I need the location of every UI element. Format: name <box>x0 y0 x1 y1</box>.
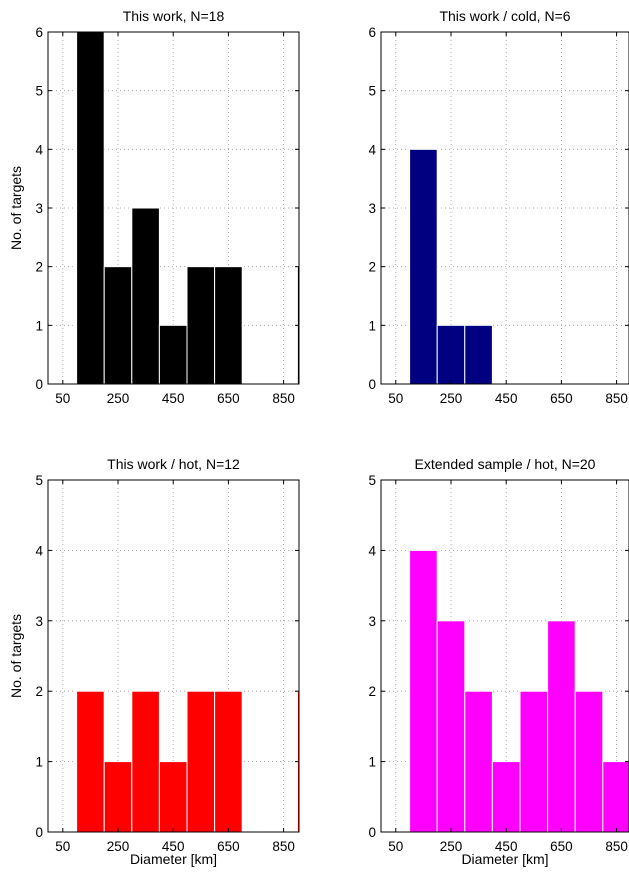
bars-group <box>76 690 299 832</box>
histogram-bar <box>491 761 521 832</box>
y-tick-label: 2 <box>368 260 376 275</box>
x-tick-label: 650 <box>550 391 573 406</box>
histogram-bar <box>103 266 133 384</box>
y-tick-label: 3 <box>35 201 43 216</box>
y-tick-label: 1 <box>35 318 43 333</box>
histogram-bar <box>547 620 576 832</box>
histogram-bar <box>131 207 160 384</box>
y-axis-label: No. of targets <box>8 166 24 250</box>
x-tick-label: 450 <box>162 391 185 406</box>
histogram-bar <box>574 690 604 832</box>
histogram-bar <box>76 32 105 384</box>
x-tick-label: 250 <box>440 839 463 854</box>
histogram-bar <box>409 549 438 832</box>
y-tick-label: 4 <box>35 543 43 558</box>
y-axis-label: No. of targets <box>8 614 24 698</box>
x-tick-label: 850 <box>272 391 295 406</box>
histogram-bar <box>436 324 466 384</box>
histogram-bar <box>464 324 493 384</box>
bars-group <box>76 32 299 384</box>
y-tick-label: 6 <box>35 25 43 40</box>
histogram-bar <box>214 690 243 832</box>
chart-title: Extended sample / hot, N=20 <box>415 456 596 472</box>
x-tick-label: 50 <box>55 839 70 854</box>
histogram-bar <box>296 690 299 832</box>
y-tick-label: 4 <box>368 543 376 558</box>
y-tick-label: 2 <box>368 684 376 699</box>
histogram-bar <box>436 620 466 832</box>
y-tick-label: 0 <box>35 377 43 392</box>
y-tick-label: 5 <box>368 473 376 488</box>
y-tick-label: 5 <box>368 84 376 99</box>
x-tick-label: 50 <box>55 391 70 406</box>
y-tick-label: 5 <box>35 473 43 488</box>
y-tick-label: 2 <box>35 260 43 275</box>
y-tick-label: 1 <box>368 755 376 770</box>
x-tick-label: 650 <box>217 391 240 406</box>
x-tick-label: 250 <box>107 391 130 406</box>
y-tick-label: 3 <box>368 201 376 216</box>
bars-group <box>409 148 493 384</box>
x-tick-label: 450 <box>495 391 518 406</box>
histogram-bar <box>409 148 438 384</box>
y-tick-label: 1 <box>368 318 376 333</box>
chart-title: This work / hot, N=12 <box>107 456 240 472</box>
histogram-bar <box>158 324 188 384</box>
histogram-bar <box>214 266 243 384</box>
histogram-bar <box>186 266 216 384</box>
x-tick-label: 50 <box>388 839 403 854</box>
histogram-bar <box>602 761 629 832</box>
histogram-bar <box>296 266 299 384</box>
y-tick-label: 2 <box>35 684 43 699</box>
histogram-bar <box>76 690 105 832</box>
x-tick-label: 850 <box>605 391 628 406</box>
x-tick-label: 650 <box>550 839 573 854</box>
y-tick-label: 6 <box>368 25 376 40</box>
x-tick-label: 250 <box>440 391 463 406</box>
x-axis-label: Diameter [km] <box>130 851 217 867</box>
histogram-panel-4: 50 250 450 650 850 0 1 2 3 4 5 Extended sample / ho… <box>368 456 629 867</box>
y-tick-label: 4 <box>368 142 376 157</box>
chart-title: This work / cold, N=6 <box>439 8 570 24</box>
y-tick-label: 1 <box>35 755 43 770</box>
histogram-panel-1: 50 250 450 650 850 0 1 2 3 4 5 6 This work, N=18 No. … <box>8 8 300 406</box>
histogram-bar <box>103 761 133 832</box>
y-tick-label: 3 <box>368 614 376 629</box>
y-tick-label: 3 <box>35 614 43 629</box>
histogram-bar <box>186 690 216 832</box>
histogram-panel-2: 50 250 450 650 850 0 1 2 3 4 5 6 This work / cold, N… <box>368 8 629 406</box>
histogram-bar <box>131 690 160 832</box>
y-tick-label: 0 <box>368 377 376 392</box>
y-tick-label: 5 <box>35 84 43 99</box>
axes-frame <box>380 479 629 833</box>
x-tick-label: 850 <box>605 839 628 854</box>
x-tick-label: 50 <box>388 391 403 406</box>
histogram-bar <box>519 690 549 832</box>
x-tick-label: 450 <box>162 839 185 854</box>
x-tick-label: 650 <box>217 839 240 854</box>
chart-title: This work, N=18 <box>123 8 225 24</box>
histogram-panel-3: 50 250 450 650 850 0 1 2 3 4 5 This work / hot, N=1… <box>8 456 300 867</box>
histogram-bar <box>158 761 188 832</box>
y-tick-label: 4 <box>35 142 43 157</box>
x-tick-label: 450 <box>495 839 518 854</box>
x-axis-label: Diameter [km] <box>461 851 548 867</box>
bars-group <box>409 549 629 832</box>
x-tick-label: 250 <box>107 839 130 854</box>
y-tick-label: 0 <box>35 825 43 840</box>
histogram-bar <box>464 690 493 832</box>
y-tick-label: 0 <box>368 825 376 840</box>
x-tick-label: 850 <box>272 839 295 854</box>
